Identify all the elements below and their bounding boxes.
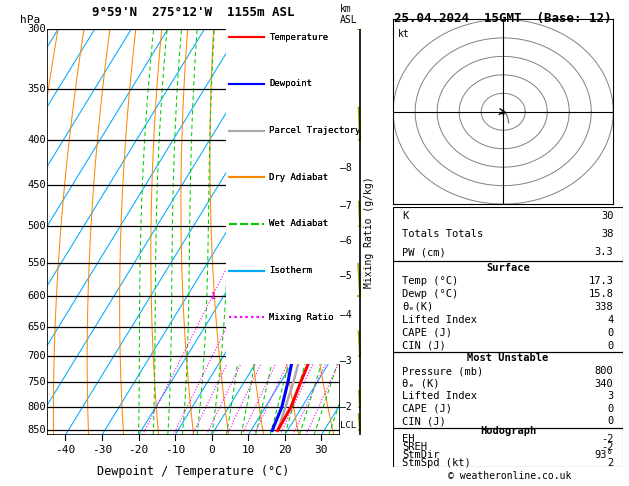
Text: Mixing Ratio: Mixing Ratio: [269, 313, 334, 322]
Text: © weatheronline.co.uk: © weatheronline.co.uk: [448, 471, 571, 481]
Text: -10: -10: [165, 445, 186, 455]
Text: –3: –3: [340, 356, 352, 366]
Text: -20: -20: [128, 445, 148, 455]
Text: 800: 800: [595, 366, 613, 376]
Text: 4: 4: [272, 292, 276, 301]
Text: Dewpoint: Dewpoint: [269, 79, 313, 88]
Text: PW (cm): PW (cm): [403, 247, 446, 257]
Text: Temperature: Temperature: [269, 33, 328, 42]
Text: 17.3: 17.3: [589, 276, 613, 286]
Text: Parcel Trajectory: Parcel Trajectory: [269, 126, 361, 135]
Text: 3: 3: [607, 391, 613, 401]
Text: 350: 350: [27, 84, 46, 94]
Text: 30: 30: [314, 445, 328, 455]
Text: EH: EH: [403, 434, 415, 444]
Text: 15.8: 15.8: [589, 289, 613, 299]
Text: 0: 0: [208, 445, 215, 455]
Text: Surface: Surface: [486, 262, 530, 273]
Text: Dewpoint / Temperature (°C): Dewpoint / Temperature (°C): [97, 466, 289, 478]
Text: 6: 6: [291, 292, 296, 301]
Text: Lifted Index: Lifted Index: [403, 314, 477, 325]
Text: 0: 0: [607, 328, 613, 338]
Text: 800: 800: [27, 402, 46, 412]
Text: K: K: [403, 210, 409, 221]
Text: Isotherm: Isotherm: [269, 266, 313, 275]
Text: 93°: 93°: [595, 450, 613, 460]
Text: -40: -40: [55, 445, 75, 455]
Text: 400: 400: [27, 135, 46, 145]
Text: Pressure (mb): Pressure (mb): [403, 366, 484, 376]
Text: 2: 2: [607, 458, 613, 468]
Text: –7: –7: [340, 201, 352, 211]
Text: Dewpoint: Dewpoint: [269, 79, 313, 88]
Text: 300: 300: [27, 24, 46, 34]
Text: 600: 600: [27, 291, 46, 301]
Text: Dewp (°C): Dewp (°C): [403, 289, 459, 299]
Text: -30: -30: [92, 445, 112, 455]
Text: 0: 0: [607, 404, 613, 414]
Text: CIN (J): CIN (J): [403, 417, 446, 426]
Text: 8: 8: [306, 292, 310, 301]
Text: Dry Adiabat: Dry Adiabat: [269, 173, 328, 182]
Text: 3: 3: [258, 292, 263, 301]
Text: km
ASL: km ASL: [340, 4, 358, 25]
Text: 0: 0: [607, 341, 613, 351]
Text: 2: 2: [240, 292, 244, 301]
Text: StmSpd (kt): StmSpd (kt): [403, 458, 471, 468]
Text: 338: 338: [595, 302, 613, 312]
Text: 0: 0: [607, 417, 613, 426]
Text: StmDir: StmDir: [403, 450, 440, 460]
Text: –5: –5: [340, 272, 352, 281]
Text: –2: –2: [340, 402, 352, 412]
Text: Lifted Index: Lifted Index: [403, 391, 477, 401]
Text: 10: 10: [242, 445, 255, 455]
Text: LCL: LCL: [340, 421, 357, 431]
Text: 450: 450: [27, 180, 46, 191]
Text: 38: 38: [601, 229, 613, 239]
Text: Temp (°C): Temp (°C): [403, 276, 459, 286]
Text: 1: 1: [210, 292, 214, 301]
Text: hPa: hPa: [19, 15, 40, 25]
Text: 340: 340: [595, 379, 613, 389]
Text: –4: –4: [340, 310, 352, 320]
Text: -2: -2: [601, 442, 613, 452]
Text: Wet Adiabat: Wet Adiabat: [269, 220, 328, 228]
Text: Isotherm: Isotherm: [269, 266, 313, 275]
Text: kt: kt: [398, 29, 409, 39]
Text: 550: 550: [27, 258, 46, 268]
Text: Mixing Ratio (g/kg): Mixing Ratio (g/kg): [364, 176, 374, 288]
Text: 30: 30: [601, 210, 613, 221]
Text: 650: 650: [27, 322, 46, 332]
Text: 20: 20: [278, 445, 292, 455]
Text: 700: 700: [27, 351, 46, 361]
Text: SREH: SREH: [403, 442, 427, 452]
Text: θₑ(K): θₑ(K): [403, 302, 433, 312]
Text: 4: 4: [607, 314, 613, 325]
Text: 9°59'N  275°12'W  1155m ASL: 9°59'N 275°12'W 1155m ASL: [92, 6, 294, 19]
Bar: [226, 29, 340, 364]
Text: Parcel Trajectory: Parcel Trajectory: [269, 126, 361, 135]
Text: -2: -2: [601, 434, 613, 444]
Text: CIN (J): CIN (J): [403, 341, 446, 351]
Text: 850: 850: [27, 425, 46, 435]
Text: 500: 500: [27, 221, 46, 231]
Text: Temperature: Temperature: [269, 33, 328, 42]
Text: Mixing Ratio: Mixing Ratio: [269, 313, 334, 322]
Text: 25.04.2024  15GMT  (Base: 12): 25.04.2024 15GMT (Base: 12): [394, 12, 612, 25]
Text: CAPE (J): CAPE (J): [403, 328, 452, 338]
Text: θₑ (K): θₑ (K): [403, 379, 440, 389]
Text: CAPE (J): CAPE (J): [403, 404, 452, 414]
Text: 750: 750: [27, 377, 46, 387]
Text: Totals Totals: Totals Totals: [403, 229, 484, 239]
Text: Dry Adiabat: Dry Adiabat: [269, 173, 328, 182]
Text: –8: –8: [340, 163, 352, 173]
Text: 3.3: 3.3: [595, 247, 613, 257]
Text: Most Unstable: Most Unstable: [467, 353, 548, 364]
Text: 10: 10: [314, 292, 324, 301]
Text: Wet Adiabat: Wet Adiabat: [269, 220, 328, 228]
Text: Hodograph: Hodograph: [480, 426, 536, 436]
Text: –6: –6: [340, 236, 352, 246]
